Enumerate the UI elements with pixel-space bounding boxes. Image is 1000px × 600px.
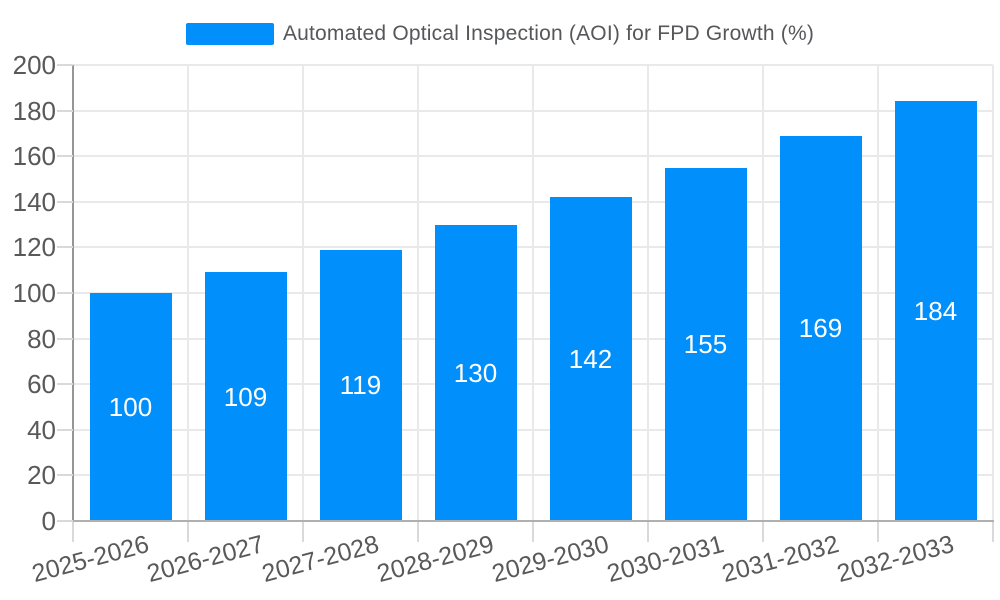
bar[interactable]: 169 xyxy=(779,135,862,521)
gridline-vertical xyxy=(647,65,649,521)
x-axis-tick xyxy=(877,522,879,542)
legend-label: Automated Optical Inspection (AOI) for F… xyxy=(282,22,815,45)
x-axis-line xyxy=(73,520,994,522)
y-axis-tick-label: 140 xyxy=(12,186,56,217)
gridline-vertical xyxy=(532,65,534,521)
y-axis-tick xyxy=(57,109,73,112)
gridline-vertical xyxy=(187,65,189,521)
x-axis-tick xyxy=(417,522,419,542)
bar-value-label: 119 xyxy=(339,370,382,401)
gridline-vertical xyxy=(877,65,879,521)
y-axis-tick xyxy=(57,200,73,203)
y-axis-tick xyxy=(57,155,73,158)
bar-value-label: 184 xyxy=(913,296,958,327)
x-axis-tick xyxy=(647,522,649,542)
y-axis-tick-label: 80 xyxy=(27,323,56,354)
y-axis-tick xyxy=(57,383,73,386)
x-axis-tick xyxy=(72,522,74,542)
y-axis-tick xyxy=(57,474,73,477)
bar[interactable]: 100 xyxy=(89,293,172,521)
y-axis-tick xyxy=(57,64,73,66)
x-axis-category-label: 2027-2028 xyxy=(259,530,382,588)
y-axis-tick-label: 20 xyxy=(27,460,56,491)
y-axis-tick-label: 160 xyxy=(12,141,56,172)
legend-marker-swatch xyxy=(185,23,274,45)
y-axis-tick xyxy=(57,292,73,294)
gridline-vertical xyxy=(992,65,994,521)
bar-value-label: 109 xyxy=(223,381,268,412)
y-axis-tick-label: 40 xyxy=(27,414,56,445)
bar[interactable]: 109 xyxy=(204,272,287,521)
y-axis-tick-label: 0 xyxy=(41,506,56,536)
x-axis-category-label: 2030-2031 xyxy=(604,530,727,588)
x-axis-tick xyxy=(302,522,304,542)
y-axis-tick-label: 60 xyxy=(27,369,56,400)
y-axis-tick xyxy=(57,337,73,340)
y-axis-tick xyxy=(57,246,73,249)
x-axis-category-label: 2031-2032 xyxy=(719,530,842,588)
legend-item[interactable]: Automated Optical Inspection (AOI) for F… xyxy=(0,22,1000,46)
y-axis-tick-label: 120 xyxy=(12,232,56,263)
x-axis-tick xyxy=(187,522,189,542)
bar[interactable]: 142 xyxy=(549,197,632,521)
y-axis-line xyxy=(72,65,74,521)
bar-value-label: 142 xyxy=(568,344,613,375)
bar-value-label: 100 xyxy=(108,392,153,422)
bar-value-label: 130 xyxy=(453,357,498,388)
plot-area: 100 109 119 130 142 155 169 184 xyxy=(73,64,994,521)
x-axis-category-label: 2032-2033 xyxy=(834,530,957,588)
x-axis-category-label: 2029-2030 xyxy=(489,530,612,588)
gridline-vertical xyxy=(762,65,764,521)
x-axis-tick xyxy=(762,522,764,542)
bar-value-label: 169 xyxy=(798,313,843,344)
x-axis-category-label: 2028-2029 xyxy=(374,530,497,588)
x-axis-tick xyxy=(532,522,534,542)
bar[interactable]: 184 xyxy=(894,101,977,521)
y-axis-tick xyxy=(57,520,73,522)
y-axis-tick-label: 100 xyxy=(12,278,56,308)
gridline-vertical xyxy=(302,65,304,521)
bar[interactable]: 130 xyxy=(434,224,517,521)
y-axis-tick-label: 200 xyxy=(12,50,56,80)
bar[interactable]: 119 xyxy=(319,249,402,521)
bar-value-label: 155 xyxy=(683,329,728,360)
y-axis-tick xyxy=(57,428,73,431)
x-axis-category-label: 2026-2027 xyxy=(144,530,267,588)
x-axis-tick xyxy=(992,522,994,542)
bar[interactable]: 155 xyxy=(664,167,747,521)
gridline-vertical xyxy=(417,65,419,521)
y-axis-tick-label: 180 xyxy=(12,95,56,126)
x-axis-category-label: 2025-2026 xyxy=(29,530,152,588)
